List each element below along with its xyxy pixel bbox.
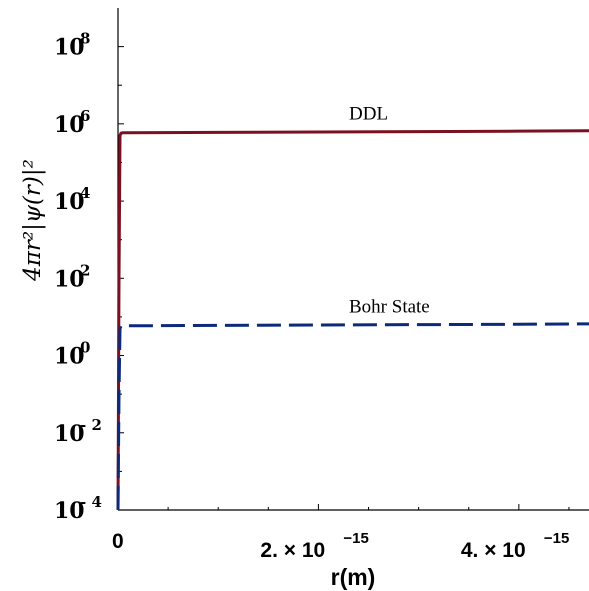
series-label-ddl: DDL [349, 104, 388, 125]
axes [117, 8, 589, 511]
x-ticks: 0 2. × 10 −15 4. × 10 −15 [112, 504, 570, 562]
labels: DDL Bohr State r(m) 4πr²|ψ(r)|² [20, 104, 430, 590]
x-tick-label: 4. × 10 [461, 539, 526, 562]
x-tick-exponent: −15 [343, 530, 368, 547]
y-tick-label: 10 [54, 35, 85, 61]
series-layer [116, 129, 589, 511]
y-tick-label: 10 [54, 266, 85, 292]
y-tick-exponent: 6 [80, 107, 90, 125]
series-label-bohr-state: Bohr State [349, 297, 430, 318]
y-tick-exponent: 2 [80, 261, 90, 279]
y-tick-label: 10 [54, 189, 85, 215]
y-axis-label: 4πr²|ψ(r)|² [20, 159, 46, 282]
y-tick-label: 10 [54, 112, 85, 138]
y-tick-label: 10 [54, 498, 85, 524]
y-tick-exponent: 0 [80, 339, 90, 357]
series-line-bohr-state [116, 322, 589, 511]
x-tick-exponent: −15 [544, 530, 569, 547]
y-tick-label: 10 [54, 421, 85, 447]
y-tick-exponent: 8 [80, 30, 90, 48]
x-tick-label: 0 [112, 530, 124, 553]
y-tick-exponent: - 4 [80, 493, 102, 511]
series-line-ddl [116, 129, 589, 511]
x-tick-label: 2. × 10 [260, 539, 325, 562]
y-tick-label: 10 [54, 344, 85, 370]
x-axis-label: r(m) [331, 564, 376, 590]
y-tick-exponent: 4 [80, 184, 90, 202]
y-tick-exponent: - 2 [80, 416, 102, 434]
